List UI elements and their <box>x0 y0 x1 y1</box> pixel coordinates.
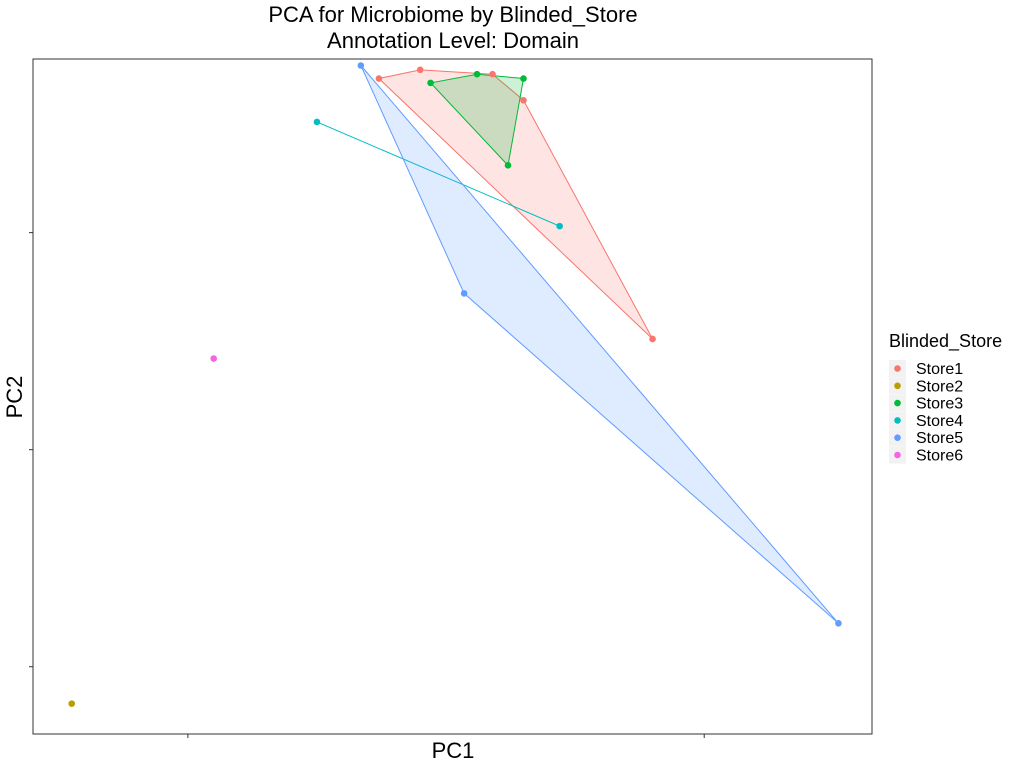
store5-point-2 <box>460 290 468 297</box>
legend: Blinded_Store Store1Store2Store3Store4St… <box>889 331 1002 465</box>
legend-label-store5: Store5 <box>916 430 963 447</box>
legend-key-store5 <box>894 434 901 442</box>
store1-hull <box>377 69 654 340</box>
legend-title: Blinded_Store <box>889 331 1002 352</box>
store1-point-1 <box>375 75 383 82</box>
store1-point-2 <box>416 66 424 74</box>
chart-subtitle: Annotation Level: Domain <box>327 28 579 53</box>
store4-point-1 <box>313 118 321 126</box>
store5-hull <box>360 65 839 624</box>
store3-point-4 <box>504 162 512 169</box>
store4-hull <box>316 121 560 227</box>
store5-point-3 <box>835 620 842 627</box>
legend-label-store3: Store3 <box>916 396 963 413</box>
chart-title: PCA for Microbiome by Blinded_Store <box>268 2 637 27</box>
legend-key-store1 <box>894 365 901 372</box>
legend-label-store4: Store4 <box>916 413 963 430</box>
legend-key-store6 <box>894 451 901 459</box>
store5-point-1 <box>357 62 365 69</box>
legend-key-store4 <box>894 417 901 424</box>
plot-panel <box>32 58 873 735</box>
legend-key-store3 <box>894 399 901 407</box>
legend-key-store2 <box>894 382 901 390</box>
legend-label-store6: Store6 <box>916 448 963 465</box>
store3-point-2 <box>473 70 481 78</box>
store1-point-4 <box>520 96 527 104</box>
store2-point-1 <box>68 700 76 707</box>
store4-point-2 <box>556 222 563 230</box>
x-axis-title: PC1 <box>432 738 475 763</box>
store3-point-3 <box>520 75 527 82</box>
store1-point-3 <box>489 70 496 78</box>
store1-point-5 <box>649 335 656 343</box>
store6-point-1 <box>210 355 218 362</box>
y-axis-title: PC2 <box>2 376 27 419</box>
tick-layer <box>29 232 705 738</box>
legend-label-store1: Store1 <box>916 361 963 378</box>
legend-label-store2: Store2 <box>916 378 963 395</box>
hull-layer <box>316 65 839 624</box>
point-layer <box>68 62 842 707</box>
store3-point-1 <box>427 79 434 87</box>
